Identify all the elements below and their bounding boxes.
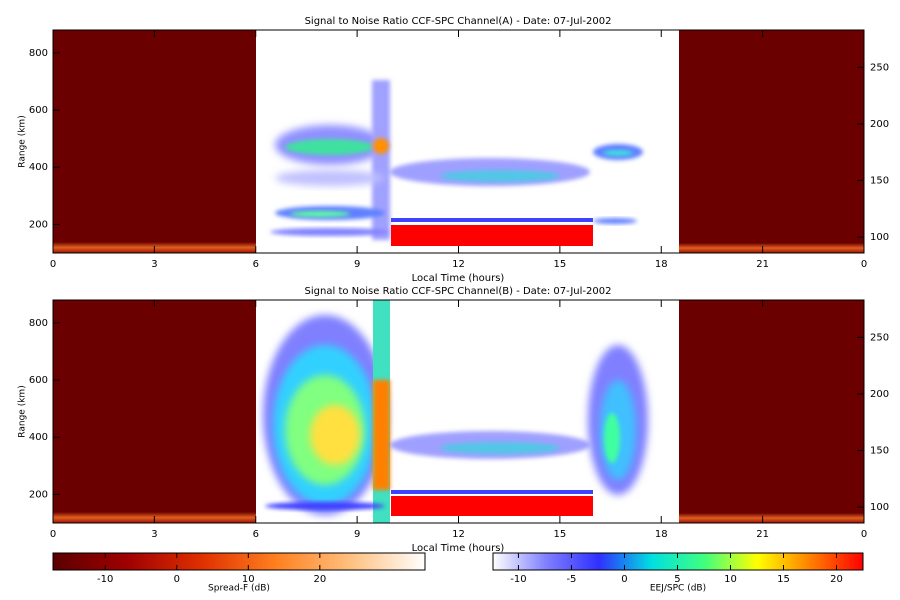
echo-region bbox=[603, 150, 633, 156]
colorbar-tick-label: -5 bbox=[566, 574, 576, 585]
plot-area bbox=[53, 300, 864, 523]
x-tick-label: 6 bbox=[253, 529, 259, 540]
echo-region bbox=[310, 405, 360, 465]
colorbar-tick-label: 5 bbox=[674, 574, 680, 585]
echo-region bbox=[679, 30, 864, 253]
chart-title: Signal to Noise Ratio CCF-SPC Channel(B)… bbox=[305, 286, 612, 297]
echo-region bbox=[391, 225, 593, 246]
echo-region bbox=[275, 170, 385, 186]
echo-region bbox=[440, 442, 560, 454]
x-tick-label: 12 bbox=[452, 529, 465, 540]
y2-tick-label: 100 bbox=[870, 502, 889, 513]
x-tick-label: 9 bbox=[354, 529, 360, 540]
y-tick-label: 400 bbox=[29, 162, 48, 173]
x-tick-label: 21 bbox=[756, 259, 769, 270]
x-tick-label: 0 bbox=[50, 529, 56, 540]
echo-region bbox=[440, 170, 560, 182]
echo-region bbox=[679, 243, 864, 253]
plot-area bbox=[53, 30, 864, 253]
colorbar-tick-label: 20 bbox=[313, 574, 326, 585]
x-tick-label: 21 bbox=[756, 529, 769, 540]
x-tick-label: 9 bbox=[354, 259, 360, 270]
colorbar-tick-label: 20 bbox=[830, 574, 843, 585]
colorbar-label: Spread-F (dB) bbox=[208, 584, 270, 594]
echo-region bbox=[373, 138, 389, 154]
x-axis-label: Local Time (hours) bbox=[412, 273, 505, 284]
echo-region bbox=[285, 139, 375, 155]
y2-tick-label: 150 bbox=[870, 446, 889, 457]
x-tick-label: 0 bbox=[861, 259, 867, 270]
echo-region bbox=[391, 218, 593, 222]
colorbar-tick-label: 15 bbox=[777, 574, 790, 585]
colorbar-tick-label: -10 bbox=[97, 574, 113, 585]
x-tick-label: 18 bbox=[655, 259, 668, 270]
echo-region bbox=[270, 228, 390, 236]
x-tick-label: 0 bbox=[861, 529, 867, 540]
echo-region bbox=[265, 502, 385, 510]
x-tick-label: 0 bbox=[50, 259, 56, 270]
x-tick-label: 18 bbox=[655, 529, 668, 540]
echo-region bbox=[373, 380, 390, 490]
chart-title: Signal to Noise Ratio CCF-SPC Channel(A)… bbox=[305, 16, 612, 27]
y2-tick-label: 150 bbox=[870, 176, 889, 187]
echo-region bbox=[290, 211, 350, 217]
colorbar-tick-label: -10 bbox=[510, 574, 526, 585]
echo-layer bbox=[53, 30, 864, 253]
colorbar bbox=[52, 552, 426, 571]
y-axis-label: Range (km) bbox=[18, 115, 28, 167]
echo-region bbox=[53, 300, 256, 523]
y-tick-label: 600 bbox=[29, 375, 48, 386]
y2-tick-label: 200 bbox=[870, 119, 889, 130]
echo-region bbox=[593, 218, 637, 224]
y-tick-label: 400 bbox=[29, 432, 48, 443]
x-tick-label: 15 bbox=[554, 529, 567, 540]
echo-region bbox=[604, 413, 620, 463]
colorbar-tick-label: 0 bbox=[174, 574, 180, 585]
echo-region bbox=[372, 80, 390, 240]
y2-tick-label: 200 bbox=[870, 389, 889, 400]
y2-tick-label: 100 bbox=[870, 232, 889, 243]
colorbar bbox=[492, 552, 864, 571]
echo-region bbox=[391, 490, 593, 494]
x-tick-label: 15 bbox=[554, 259, 567, 270]
x-tick-label: 6 bbox=[253, 259, 259, 270]
y-axis-label: Range (km) bbox=[18, 385, 28, 437]
y-tick-label: 200 bbox=[29, 219, 48, 230]
y-tick-label: 800 bbox=[29, 48, 48, 59]
y-tick-label: 200 bbox=[29, 489, 48, 500]
x-tick-label: 3 bbox=[151, 259, 157, 270]
colorbar-tick-label: 10 bbox=[724, 574, 737, 585]
echo-region bbox=[391, 496, 593, 516]
x-tick-label: 12 bbox=[452, 259, 465, 270]
colorbar-label: EEJ/SPC (dB) bbox=[650, 584, 706, 594]
colorbar-tick-label: 0 bbox=[621, 574, 627, 585]
y-tick-label: 600 bbox=[29, 105, 48, 116]
y2-tick-label: 250 bbox=[870, 332, 889, 343]
echo-region bbox=[679, 300, 864, 523]
colorbar-tick-label: 10 bbox=[242, 574, 255, 585]
echo-region bbox=[53, 30, 256, 253]
echo-layer bbox=[53, 300, 864, 523]
echo-region bbox=[679, 513, 864, 523]
y2-tick-label: 250 bbox=[870, 62, 889, 73]
x-tick-label: 3 bbox=[151, 529, 157, 540]
x-axis-label: Local Time (hours) bbox=[412, 543, 505, 554]
y-tick-label: 800 bbox=[29, 318, 48, 329]
